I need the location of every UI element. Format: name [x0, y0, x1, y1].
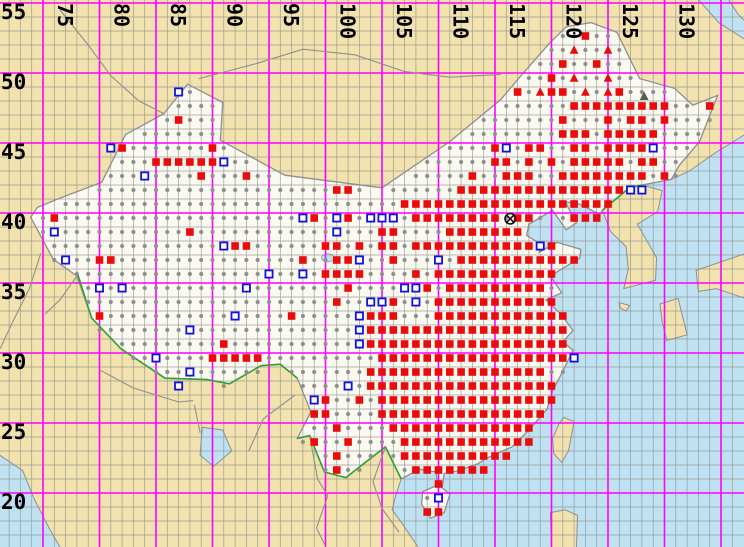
- lon-tick-label: 90: [223, 3, 247, 27]
- neighbor-land: [549, 509, 579, 547]
- lon-tick-label: 115: [505, 3, 529, 39]
- sea-water: [0, 454, 61, 547]
- latitude-axis-labels: 55 50 45 40 35 30 25 20: [1, 0, 26, 514]
- red-triangle-markers: [535, 45, 613, 96]
- lat-tick-label: 35: [1, 280, 26, 304]
- neighbor-land: [659, 297, 688, 342]
- gray-triangle-marker: [639, 91, 649, 100]
- lon-tick-label: 120: [562, 3, 586, 39]
- lat-tick-label: 50: [1, 70, 26, 94]
- lon-tick-label: 110: [449, 3, 473, 39]
- lat-tick-label: 25: [1, 420, 26, 444]
- lon-tick-label: 105: [392, 3, 416, 39]
- sakhalin-land: [728, 0, 744, 21]
- lon-tick-label: 100: [336, 3, 360, 39]
- lon-tick-label: 125: [618, 3, 642, 39]
- lon-tick-label: 75: [53, 3, 77, 27]
- longitude-axis-labels: 75 80 85 90 95 100 105 110 115 120 125 130: [53, 3, 699, 39]
- blue-open-square-markers: [49, 87, 658, 503]
- lat-tick-label: 30: [1, 350, 26, 374]
- lat-tick-label: 55: [1, 0, 26, 24]
- capital-symbol: [504, 212, 517, 225]
- lat-tick-label: 45: [1, 140, 26, 164]
- lon-tick-label: 95: [279, 3, 303, 27]
- lon-tick-label: 80: [110, 3, 134, 27]
- country-borders: [0, 9, 501, 547]
- lon-tick-label: 130: [675, 3, 699, 39]
- red-square-markers: [50, 32, 714, 516]
- lat-tick-label: 20: [1, 490, 26, 514]
- lon-tick-label: 85: [166, 3, 190, 27]
- lat-tick-label: 40: [1, 210, 26, 234]
